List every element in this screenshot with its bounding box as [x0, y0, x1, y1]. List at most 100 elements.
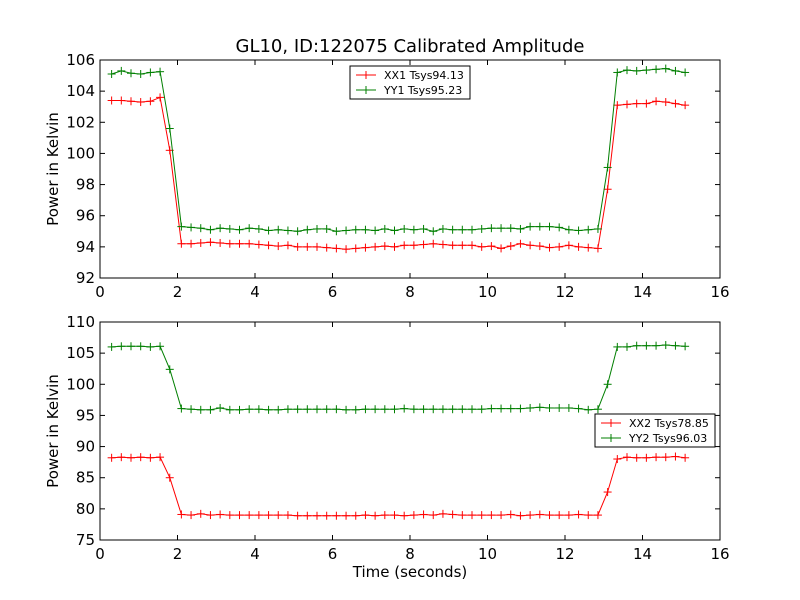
data-point: [245, 511, 254, 520]
data-point: [671, 341, 680, 350]
data-point: [603, 163, 612, 172]
data-point: [107, 96, 116, 105]
data-point: [623, 100, 631, 109]
data-point: [380, 224, 389, 233]
data-point: [661, 341, 670, 350]
y-tick-label: 105: [66, 344, 95, 362]
data-point: [264, 511, 273, 520]
data-point: [117, 66, 126, 75]
data-point: [545, 243, 554, 252]
y-tick-label: 106: [66, 51, 95, 69]
data-point: [438, 224, 447, 233]
data-point: [165, 473, 174, 482]
series-yy2: [107, 341, 690, 414]
data-point: [196, 238, 205, 247]
data-point: [448, 405, 457, 414]
data-point: [264, 241, 273, 250]
x-tick-label: 8: [405, 283, 415, 301]
legend-label: XX2 Tsys78.85: [629, 417, 709, 430]
data-point: [438, 405, 447, 414]
data-point: [187, 511, 196, 520]
y-tick-label: 102: [66, 113, 95, 131]
data-point: [545, 222, 554, 231]
data-point: [274, 511, 283, 520]
data-point: [555, 511, 564, 520]
data-point: [235, 239, 244, 248]
data-point: [303, 511, 312, 520]
data-point: [506, 242, 515, 251]
x-tick-label: 4: [250, 545, 260, 563]
data-point: [623, 66, 631, 75]
y-tick-label: 90: [76, 438, 95, 456]
x-tick-label: 8: [405, 545, 415, 563]
data-point: [390, 511, 399, 520]
series-xx1: [107, 93, 690, 254]
x-tick-label: 0: [95, 283, 105, 301]
data-point: [225, 239, 234, 248]
data-point: [584, 225, 593, 234]
data-point: [458, 241, 467, 250]
data-point: [613, 455, 622, 464]
data-point: [477, 224, 486, 233]
y-axis-label: Power in Kelvin: [44, 374, 62, 488]
data-point: [313, 242, 321, 251]
data-point: [535, 403, 544, 412]
data-point: [225, 511, 234, 520]
data-point: [671, 452, 680, 461]
data-point: [593, 511, 602, 520]
data-point: [117, 96, 126, 105]
data-point: [156, 93, 165, 102]
data-point: [177, 404, 186, 413]
plot-frame: [99, 321, 721, 541]
data-point: [632, 66, 641, 75]
data-point: [632, 341, 641, 350]
data-point: [603, 488, 612, 497]
y-tick-label: 85: [76, 469, 95, 487]
data-point: [516, 239, 525, 248]
data-point: [652, 97, 661, 106]
data-point: [468, 241, 476, 250]
data-point: [283, 511, 292, 520]
data-point: [497, 244, 506, 253]
data-point: [371, 242, 380, 251]
data-point: [468, 511, 476, 520]
data-point: [477, 242, 486, 251]
data-point: [419, 240, 428, 249]
x-tick-label: 12: [555, 545, 574, 563]
data-point: [497, 404, 506, 413]
data-point: [535, 510, 544, 519]
data-point: [642, 341, 651, 350]
x-tick-label: 10: [478, 283, 497, 301]
data-point: [419, 224, 428, 233]
data-point: [458, 511, 467, 520]
data-point: [225, 405, 234, 414]
data-point: [468, 405, 476, 414]
data-point: [165, 124, 174, 133]
data-point: [293, 227, 302, 236]
data-point: [216, 403, 225, 412]
data-point: [642, 66, 651, 75]
data-point: [136, 453, 145, 462]
data-point: [127, 453, 135, 462]
data-point: [409, 511, 418, 520]
data-point: [342, 226, 351, 235]
data-point: [380, 242, 389, 251]
data-point: [448, 225, 457, 234]
data-point: [661, 453, 670, 462]
data-point: [342, 405, 351, 414]
data-point: [506, 224, 515, 233]
x-tick-label: 14: [633, 545, 652, 563]
data-point: [196, 405, 205, 414]
data-point: [361, 243, 370, 252]
x-tick-label: 0: [95, 545, 105, 563]
data-point: [293, 405, 302, 414]
data-point: [146, 97, 155, 106]
data-point: [206, 238, 215, 247]
data-point: [400, 241, 409, 250]
y-tick-label: 100: [66, 375, 95, 393]
data-point: [448, 241, 457, 250]
data-point: [107, 70, 116, 79]
data-point: [564, 225, 573, 234]
data-point: [117, 453, 126, 462]
data-point: [477, 511, 486, 520]
